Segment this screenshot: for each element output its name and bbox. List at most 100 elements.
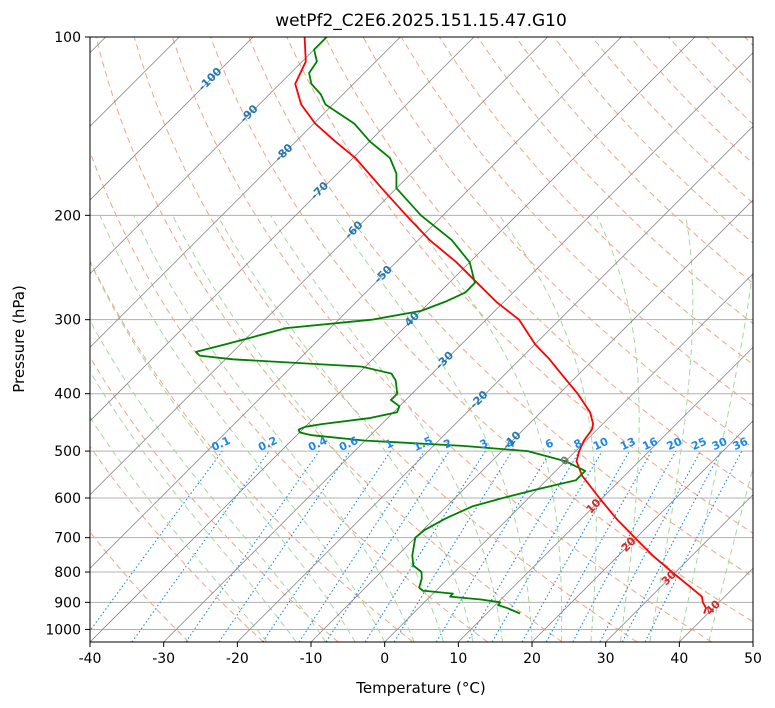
moist-adiabat-line: [333, 215, 533, 642]
isotherm-line: [752, 641, 753, 642]
moist-adiabat-line: [409, 215, 563, 642]
dry-adiabat-line: [515, 37, 753, 284]
dry-adiabat-line: [90, 531, 190, 642]
dry-adiabat-line: [210, 37, 753, 623]
y-tick-label: 400: [54, 387, 81, 403]
mixing-ratio-lines: [90, 450, 743, 642]
isotherm-label: 40: [703, 597, 723, 617]
moist-adiabat-line: [270, 215, 503, 642]
isotherm-line: [605, 494, 753, 642]
dry-adiabat-line: [90, 259, 414, 642]
mixing-ratio-line: [521, 450, 630, 642]
y-tick-label: 900: [54, 595, 81, 611]
isotherm-line: [458, 346, 753, 642]
mixing-ratio-line: [644, 450, 743, 642]
isotherm-label: -80: [272, 141, 295, 164]
isotherm-line: [531, 420, 753, 642]
mixing-ratio-label: 16: [640, 435, 660, 453]
x-tick-label: 0: [380, 651, 389, 667]
isotherm-line: [310, 199, 753, 642]
isotherm-line: [90, 37, 401, 348]
isotherm-line: [237, 125, 753, 642]
plot-frame: [89, 36, 754, 643]
y-axis-ticks: 100 200 300 400 500 600 700 800 900 1000: [45, 30, 90, 638]
mixing-ratio-line: [467, 450, 580, 642]
moist-adiabat-line: [596, 215, 640, 642]
isotherm-label: -70: [308, 179, 331, 202]
mixing-ratio-line: [131, 450, 270, 642]
moist-adiabat-line: [217, 215, 474, 642]
dry-adiabat-line: [90, 445, 264, 642]
mixing-ratio-line: [325, 450, 450, 642]
x-tick-label: -30: [152, 651, 175, 667]
dry-adiabat-line: [553, 37, 753, 244]
dry-adiabat-line: [248, 37, 753, 578]
isotherm-line: [90, 37, 548, 496]
y-tick-label: 800: [54, 565, 81, 581]
moist-adiabat-line: [649, 215, 694, 642]
dry-adiabat-line: [744, 37, 753, 47]
x-tick-label: 10: [449, 651, 467, 667]
sounding-series: [195, 37, 707, 615]
isotherm-line: [90, 37, 254, 201]
isotherm-label: -50: [372, 263, 395, 286]
y-tick-label: 1000: [45, 622, 81, 638]
x-axis-ticks: -40 -30 -20 -10 0 10 20 30 40 50: [79, 642, 762, 667]
mixing-ratio-label: 30: [710, 435, 730, 453]
dry-adiabat-line: [171, 37, 712, 642]
mixing-ratio-label: 6: [543, 436, 556, 451]
isotherm-label: -100: [196, 65, 225, 94]
moist-adiabat-line: [90, 370, 297, 642]
moist-adiabat-line: [708, 466, 753, 642]
x-tick-label: -20: [226, 651, 249, 667]
moist-adiabat-line: [172, 215, 445, 642]
mixing-ratio-line: [90, 450, 223, 632]
isotherm-line: [90, 37, 622, 569]
moist-adiabat-line: [678, 265, 753, 642]
isotherm-line: [90, 37, 696, 642]
x-tick-label: -10: [300, 651, 323, 667]
x-axis-label: Temperature (°C): [355, 679, 485, 697]
x-tick-label: 40: [670, 651, 688, 667]
dewpoint-profile: [195, 37, 587, 615]
mixing-ratio-label: 36: [731, 435, 751, 453]
dry-adiabat-line: [591, 37, 753, 204]
mixing-ratio-label: 10: [591, 435, 611, 453]
dry-adiabat-line: [133, 37, 638, 642]
mixing-ratio-label: 20: [665, 435, 685, 453]
x-tick-label: -40: [79, 651, 102, 667]
moist-adiabat-line: [90, 319, 327, 642]
plot-area: 0.1 0.2 0.4 0.6 1 1.5 2 3 4 6 8 10 13 16 20 25 30 36-100-…: [90, 37, 753, 642]
mixing-ratio-line: [364, 450, 486, 642]
dry-adiabat-line: [95, 37, 563, 642]
isotherm-line: [90, 37, 327, 275]
dry-adiabat-line: [90, 356, 339, 642]
mixing-ratio-line: [545, 450, 653, 642]
y-tick-label: 200: [54, 208, 81, 224]
dry-adiabat-line: [90, 150, 488, 642]
isotherm-label: -60: [342, 218, 365, 241]
mixing-ratio-line: [185, 450, 320, 642]
isotherm-line: [384, 273, 753, 642]
isotherms: [90, 37, 753, 642]
reference-line-labels: 0.1 0.2 0.4 0.6 1 1.5 2 3 4 6 8 10 13 16 20 25 30 36-100-…: [196, 65, 751, 618]
y-tick-label: 300: [54, 313, 81, 329]
chart-title: wetPf2_C2E6.2025.151.15.47.G10: [275, 11, 567, 31]
mixing-ratio-line: [572, 450, 677, 642]
dry-adiabat-line: [668, 37, 753, 125]
mixing-ratio-line: [218, 450, 351, 642]
isotherm-line: [163, 52, 753, 642]
x-tick-label: 30: [597, 651, 615, 667]
x-tick-label: 20: [523, 651, 541, 667]
moist-adiabat-line: [90, 416, 268, 642]
isotherm-label: -90: [237, 102, 260, 125]
moist-adiabat-line: [99, 215, 386, 642]
mixing-ratio-line: [599, 450, 701, 642]
y-axis-label: Pressure (hPa): [10, 285, 28, 393]
isotherm-label: -20: [467, 388, 490, 411]
dry-adiabat-line: [286, 37, 753, 534]
mixing-ratio-line: [262, 450, 392, 642]
y-tick-label: 700: [54, 531, 81, 547]
dry-adiabats: [90, 37, 753, 642]
